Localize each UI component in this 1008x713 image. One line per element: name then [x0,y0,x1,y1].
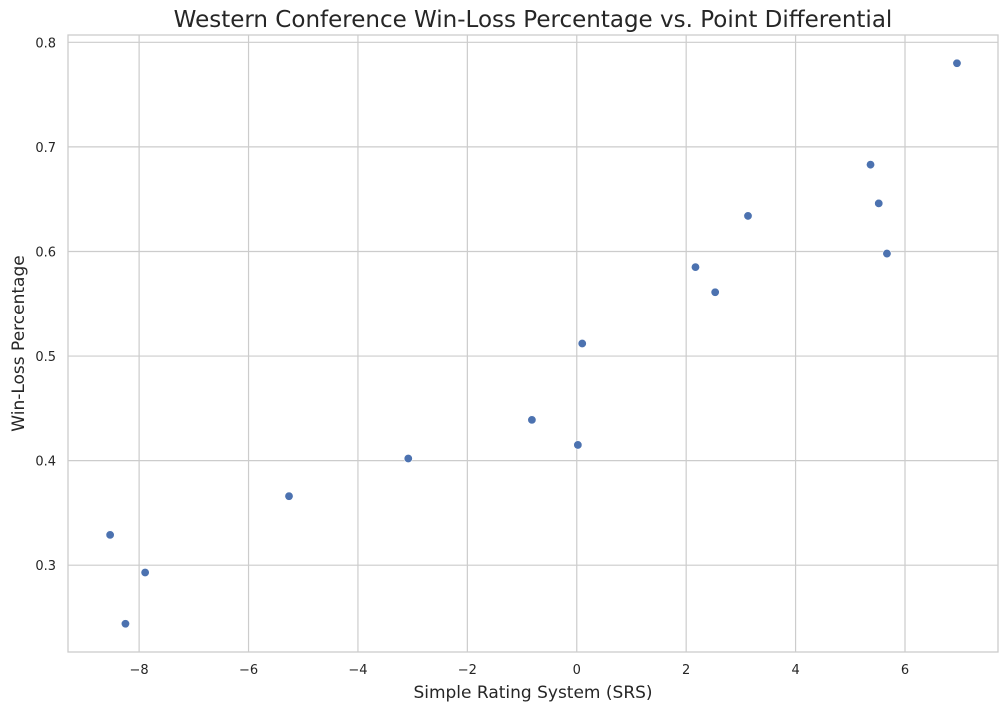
scatter-point [527,415,537,425]
grid [68,35,998,652]
scatter-point [284,491,294,501]
x-tick-label: 4 [791,663,799,678]
scatter-point [690,262,700,272]
x-tick-label: −2 [458,663,477,678]
y-tick-label: 0.4 [35,455,56,470]
scatter-point [140,568,150,578]
y-tick-label: 0.5 [35,350,56,365]
y-tick-label: 0.7 [35,141,56,156]
y-tick-label: 0.8 [35,36,56,51]
y-axis-ticks: 0.3 0.4 0.5 0.6 0.7 0.8 [35,36,56,574]
scatter-point [866,160,876,170]
plot-frame [67,34,999,653]
y-tick-label: 0.3 [35,559,56,574]
x-tick-label: −4 [348,663,367,678]
x-tick-label: 2 [682,663,690,678]
scatter-point [710,287,720,297]
scatter-point [952,58,962,68]
x-axis-label: Simple Rating System (SRS) [413,683,652,703]
scatter-point [105,530,115,540]
scatter-point [573,440,583,450]
points [105,58,962,629]
scatter-point [577,338,587,348]
chart-title: Western Conference Win-Loss Percentage v… [174,7,893,33]
y-axis-label: Win-Loss Percentage [9,255,29,431]
x-axis-ticks: −8 −6 −4 −2 0 2 4 6 [130,663,910,678]
x-tick-label: 6 [901,663,909,678]
scatter-point [874,198,884,208]
scatter-point [882,249,892,259]
scatter-point [743,211,753,221]
x-tick-label: −6 [239,663,258,678]
y-tick-label: 0.6 [35,245,56,260]
scatter-point [403,454,413,464]
x-tick-label: 0 [573,663,581,678]
scatter-point [120,619,130,629]
x-tick-label: −8 [130,663,149,678]
